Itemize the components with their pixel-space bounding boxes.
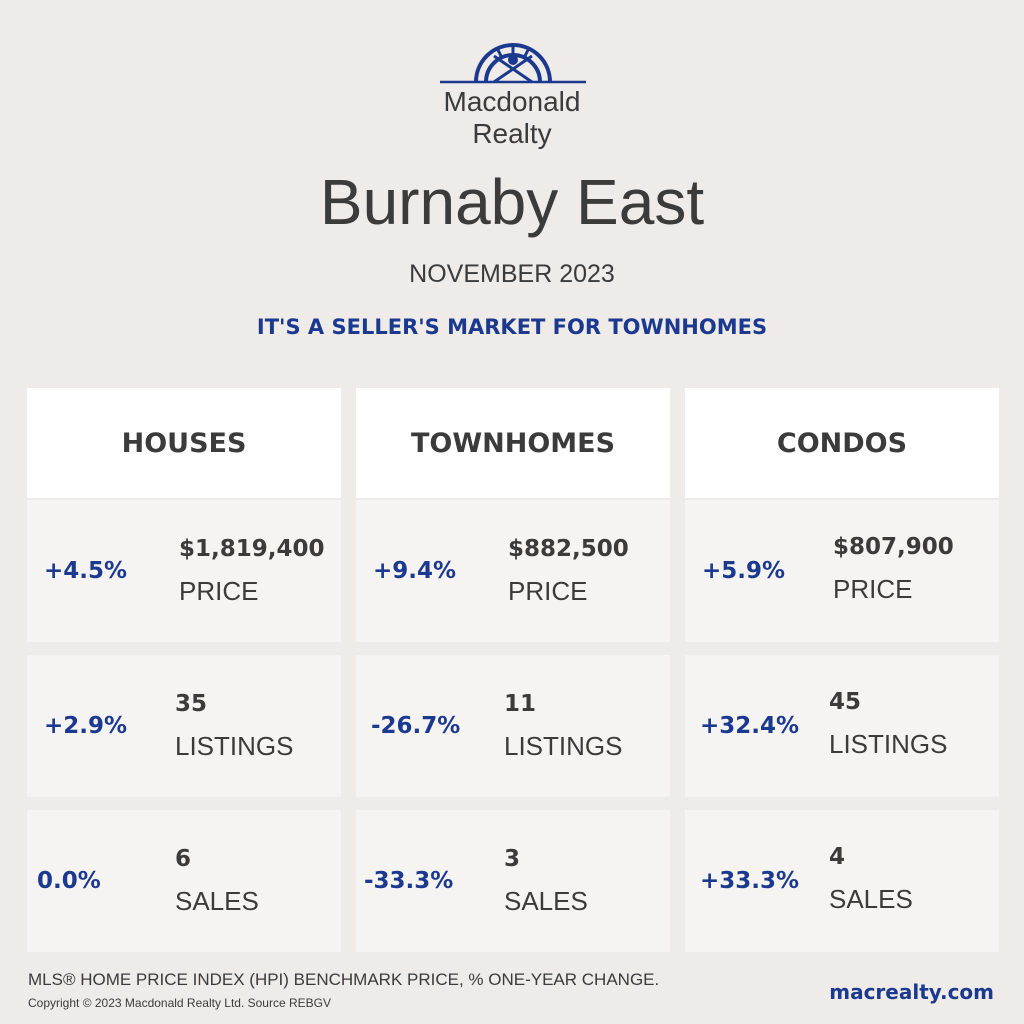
stat-label: SALES xyxy=(175,886,259,916)
change-value: +4.5% xyxy=(44,558,128,584)
houses-sales-card: 0.0% 6 SALES xyxy=(27,810,341,952)
stat-label: LISTINGS xyxy=(175,731,294,761)
condos-header: CONDOS xyxy=(685,388,999,498)
change-value: +32.4% xyxy=(700,713,800,739)
change-value: 0.0% xyxy=(37,868,101,894)
brand-name-line1: Macdonald xyxy=(443,86,581,117)
stat-label: LISTINGS xyxy=(504,731,623,761)
change-value: +5.9% xyxy=(702,558,786,584)
stat-label: LISTINGS xyxy=(829,729,948,759)
stat-value: 11 xyxy=(504,691,537,717)
stat-label: PRICE xyxy=(179,576,259,606)
stat-value: 45 xyxy=(829,689,862,715)
stat-value: 35 xyxy=(175,691,208,717)
houses-price-card: +4.5% $1,819,400 PRICE xyxy=(27,500,341,642)
condos-price-card: +5.9% $807,900 PRICE xyxy=(685,500,999,642)
stat-label: SALES xyxy=(829,884,913,914)
houses-header: HOUSES xyxy=(27,388,341,498)
stat-value: 6 xyxy=(175,846,192,872)
townhomes-sales-card: -33.3% 3 SALES xyxy=(356,810,670,952)
stat-value: $807,900 xyxy=(833,534,954,560)
stat-label: PRICE xyxy=(508,576,588,606)
copyright-text: Copyright © 2023 Macdonald Realty Ltd. S… xyxy=(28,996,331,1010)
townhomes-listings-card: -26.7% 11 LISTINGS xyxy=(356,655,670,797)
condos-sales-card: +33.3% 4 SALES xyxy=(685,810,999,952)
change-value: +9.4% xyxy=(373,558,457,584)
report-period: NOVEMBER 2023 xyxy=(409,260,615,288)
market-headline: IT'S A SELLER'S MARKET FOR TOWNHOMES xyxy=(256,315,768,339)
macdonald-realty-logo-icon xyxy=(440,43,586,84)
website-link[interactable]: macrealty.com xyxy=(829,980,994,1004)
stat-value: $1,819,400 xyxy=(179,536,325,562)
hpi-footnote: MLS® HOME PRICE INDEX (HPI) BENCHMARK PR… xyxy=(28,970,660,989)
change-value: -33.3% xyxy=(364,868,454,894)
stat-value: 3 xyxy=(504,846,521,872)
change-value: +33.3% xyxy=(700,868,800,894)
change-value: +2.9% xyxy=(44,713,128,739)
brand-name-line2: Realty xyxy=(472,118,552,149)
change-value: -26.7% xyxy=(371,713,461,739)
stat-label: SALES xyxy=(504,886,588,916)
townhomes-header: TOWNHOMES xyxy=(356,388,670,498)
condos-listings-card: +32.4% 45 LISTINGS xyxy=(685,655,999,797)
townhomes-price-card: +9.4% $882,500 PRICE xyxy=(356,500,670,642)
stat-value: 4 xyxy=(829,844,846,870)
houses-listings-card: +2.9% 35 LISTINGS xyxy=(27,655,341,797)
stat-label: PRICE xyxy=(833,574,913,604)
stat-value: $882,500 xyxy=(508,536,629,562)
page-title: Burnaby East xyxy=(319,166,705,238)
